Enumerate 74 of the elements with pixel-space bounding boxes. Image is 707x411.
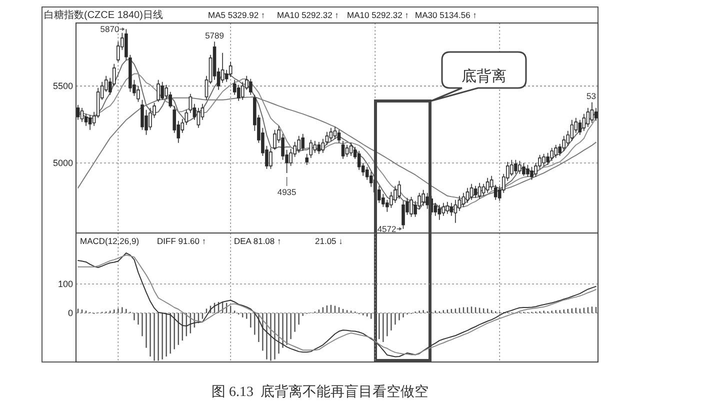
candlestick: [269, 148, 272, 170]
candlestick: [273, 130, 276, 150]
candlestick: [76, 104, 80, 120]
annotation: 5789: [205, 30, 224, 41]
annotation: DEA 81.08 ↑: [234, 236, 282, 246]
annotation: 21.05 ↓: [315, 236, 343, 246]
candlestick: [80, 108, 84, 122]
candlestick: [333, 126, 337, 140]
candlestick: [88, 114, 92, 130]
candlestick: [321, 138, 325, 154]
candlestick: [426, 192, 429, 210]
candlestick: [184, 110, 188, 126]
candlestick: [341, 140, 345, 160]
text: MA10 5292.32 ↑: [277, 10, 339, 20]
text: MA30 5134.56 ↑: [415, 10, 477, 20]
candlestick: [490, 176, 494, 190]
candlestick: [446, 202, 450, 214]
candlestick: [301, 134, 305, 152]
annotation: 53: [586, 91, 596, 102]
candlestick: [478, 182, 482, 200]
y-tick-label: 5500: [52, 81, 73, 92]
text: MA10 5292.32 ↑: [347, 10, 409, 20]
y-tick-label: 0: [68, 308, 73, 318]
annotation: DIFF 91.60 ↑: [157, 236, 206, 246]
y-tick-label: 100: [58, 279, 73, 290]
candlestick: [402, 200, 405, 230]
candlestick: [454, 200, 458, 224]
annotation: 4572: [377, 224, 397, 234]
y-tick-label: 5000: [52, 158, 73, 168]
annotation: 5870: [100, 24, 120, 34]
candlestick: [422, 190, 425, 206]
candlestick: [518, 160, 522, 174]
candlestick: [590, 102, 594, 124]
candlestick: [297, 136, 300, 154]
candlestick: [156, 80, 160, 102]
candlestick: [349, 142, 353, 156]
annotation: 底背离: [462, 68, 506, 85]
candlestick: [249, 78, 252, 96]
candlestick: [160, 82, 164, 100]
candlestick: [337, 130, 341, 144]
candlestick: [550, 148, 554, 162]
chart-title: 白糖指数(CZCE 1840)日线: [44, 9, 163, 21]
candlestick: [325, 132, 329, 146]
candlestick: [317, 142, 321, 154]
candlestick: [128, 54, 132, 92]
candlestick: [329, 128, 333, 142]
candlestick: [546, 152, 550, 166]
candlestick: [530, 166, 534, 180]
candlestick: [554, 144, 558, 158]
candlestick: [236, 84, 240, 102]
candlestick: [514, 160, 518, 174]
candlestick: [378, 186, 381, 204]
caption: 图 6.13 底背离不能再盲目看空做空: [212, 383, 428, 400]
candlestick: [442, 202, 446, 216]
annotation: 4935: [277, 187, 297, 197]
candlestick: [526, 164, 530, 178]
candlestick: [462, 192, 466, 208]
candlestick: [522, 162, 526, 176]
candlestick: [309, 140, 313, 158]
candlestick: [542, 154, 546, 166]
candlestick: [124, 28, 128, 60]
candlestick: [466, 188, 470, 204]
candlestick: [494, 184, 498, 200]
candlestick: [305, 154, 309, 166]
text: MA5 5329.92 ↑: [208, 10, 266, 20]
candlestick: [345, 144, 349, 158]
candlestick: [438, 204, 442, 220]
candlestick: [196, 108, 200, 128]
candlestick: [470, 184, 474, 200]
candlestick: [398, 180, 401, 200]
annotation: MACD(12,26,9): [80, 236, 140, 246]
candlestick: [474, 186, 478, 198]
candlestick: [486, 178, 490, 194]
candlestick: [410, 196, 413, 218]
